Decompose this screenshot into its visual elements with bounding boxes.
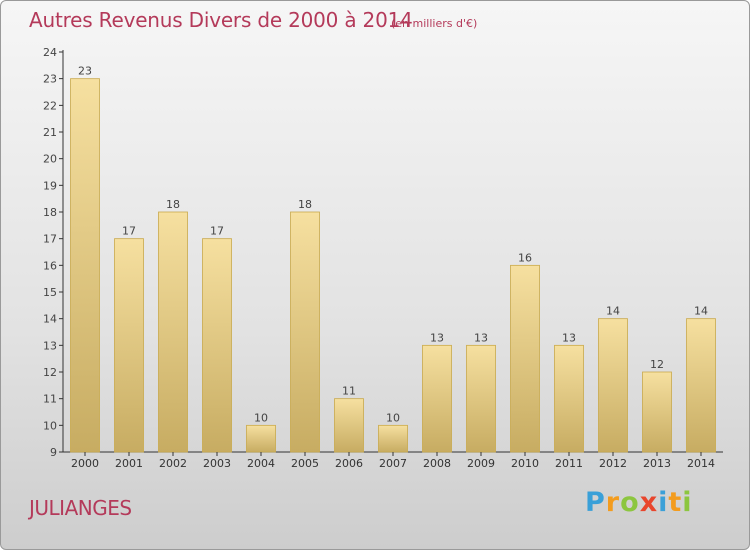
bar-value-label: 17 [122,225,136,238]
x-tick-label: 2014 [687,457,715,470]
x-tick-label: 2002 [159,457,187,470]
y-tick-label: 13 [43,339,57,352]
bars: 23 17 18 17 10 18 11 10 13 13 16 13 14 12 14 [70,65,716,453]
bar-value-label: 13 [474,331,488,344]
y-tick-label: 14 [43,313,57,326]
logo-letter: x [639,487,659,518]
bar-2009 [466,344,496,453]
bar-2004 [246,424,276,453]
bar-2011 [554,344,584,453]
y-tick-label: 17 [43,233,57,246]
x-tick-label: 2000 [71,457,99,470]
y-tick-label: 24 [43,46,57,59]
y-tick-label: 12 [43,366,57,379]
y-tick-label: 16 [43,259,57,272]
y-tick-label: 23 [43,73,57,86]
bar-value-label: 12 [650,358,664,371]
x-tick-label: 2008 [423,457,451,470]
y-tick-label: 22 [43,99,57,112]
bar-value-label: 18 [298,198,312,211]
x-tick-label: 2009 [467,457,495,470]
bar-value-label: 11 [342,385,356,398]
bar-value-label: 13 [562,331,576,344]
x-tick-label: 2007 [379,457,407,470]
bar-value-label: 14 [606,305,620,318]
bar-2001 [114,238,144,453]
logo-letter: r [605,487,621,518]
bar-value-label: 17 [210,225,224,238]
logo-letter: i [682,487,693,518]
bar-2007 [378,424,408,453]
x-tick-label: 2005 [291,457,319,470]
x-tick-label: 2012 [599,457,627,470]
y-tick-label: 10 [43,419,57,432]
bar-2006 [334,398,364,453]
x-tick-label: 2011 [555,457,583,470]
bar-value-label: 10 [386,411,400,424]
x-axis: 2000 2001 2002 2003 2004 2005 2006 2007 2008 2009… [71,452,715,470]
y-tick-label: 11 [43,393,57,406]
logo-letter: t [668,487,683,518]
bar-2010 [510,264,540,453]
y-tick-label: 19 [43,179,57,192]
bar-2014 [686,318,716,453]
bar-value-label: 23 [78,65,92,78]
x-tick-label: 2006 [335,457,363,470]
x-tick-label: 2004 [247,457,275,470]
x-tick-label: 2001 [115,457,143,470]
bar-2013 [642,371,672,453]
logo-letter: o [620,487,640,518]
x-tick-label: 2003 [203,457,231,470]
logo-letter: i [658,487,669,518]
proxiti-logo: Proxiti [585,487,693,518]
y-tick-label: 20 [43,153,57,166]
bar-2003 [202,238,232,453]
x-tick-label: 2010 [511,457,539,470]
bar-2000 [70,78,100,453]
bar-2012 [598,318,628,453]
chart-unit-note: (en milliers d'€) [391,17,478,30]
y-axis: 9 10 11 12 13 14 15 16 17 18 19 20 21 22 23 24 [43,46,723,459]
bar-2002 [158,211,188,453]
y-tick-label: 15 [43,286,57,299]
bar-value-label: 16 [518,251,532,264]
y-tick-label: 18 [43,206,57,219]
location-label: JULIANGES [29,496,132,520]
bar-value-label: 18 [166,198,180,211]
x-tick-label: 2013 [643,457,671,470]
chart-title: Autres Revenus Divers de 2000 à 2014 [29,8,413,32]
logo-letter: P [585,487,606,518]
bar-2005 [290,211,320,453]
bar-value-label: 10 [254,411,268,424]
bar-2008 [422,344,452,453]
bar-value-label: 14 [694,305,708,318]
y-tick-label: 21 [43,126,57,139]
y-tick-label: 9 [50,446,57,459]
bar-value-label: 13 [430,331,444,344]
